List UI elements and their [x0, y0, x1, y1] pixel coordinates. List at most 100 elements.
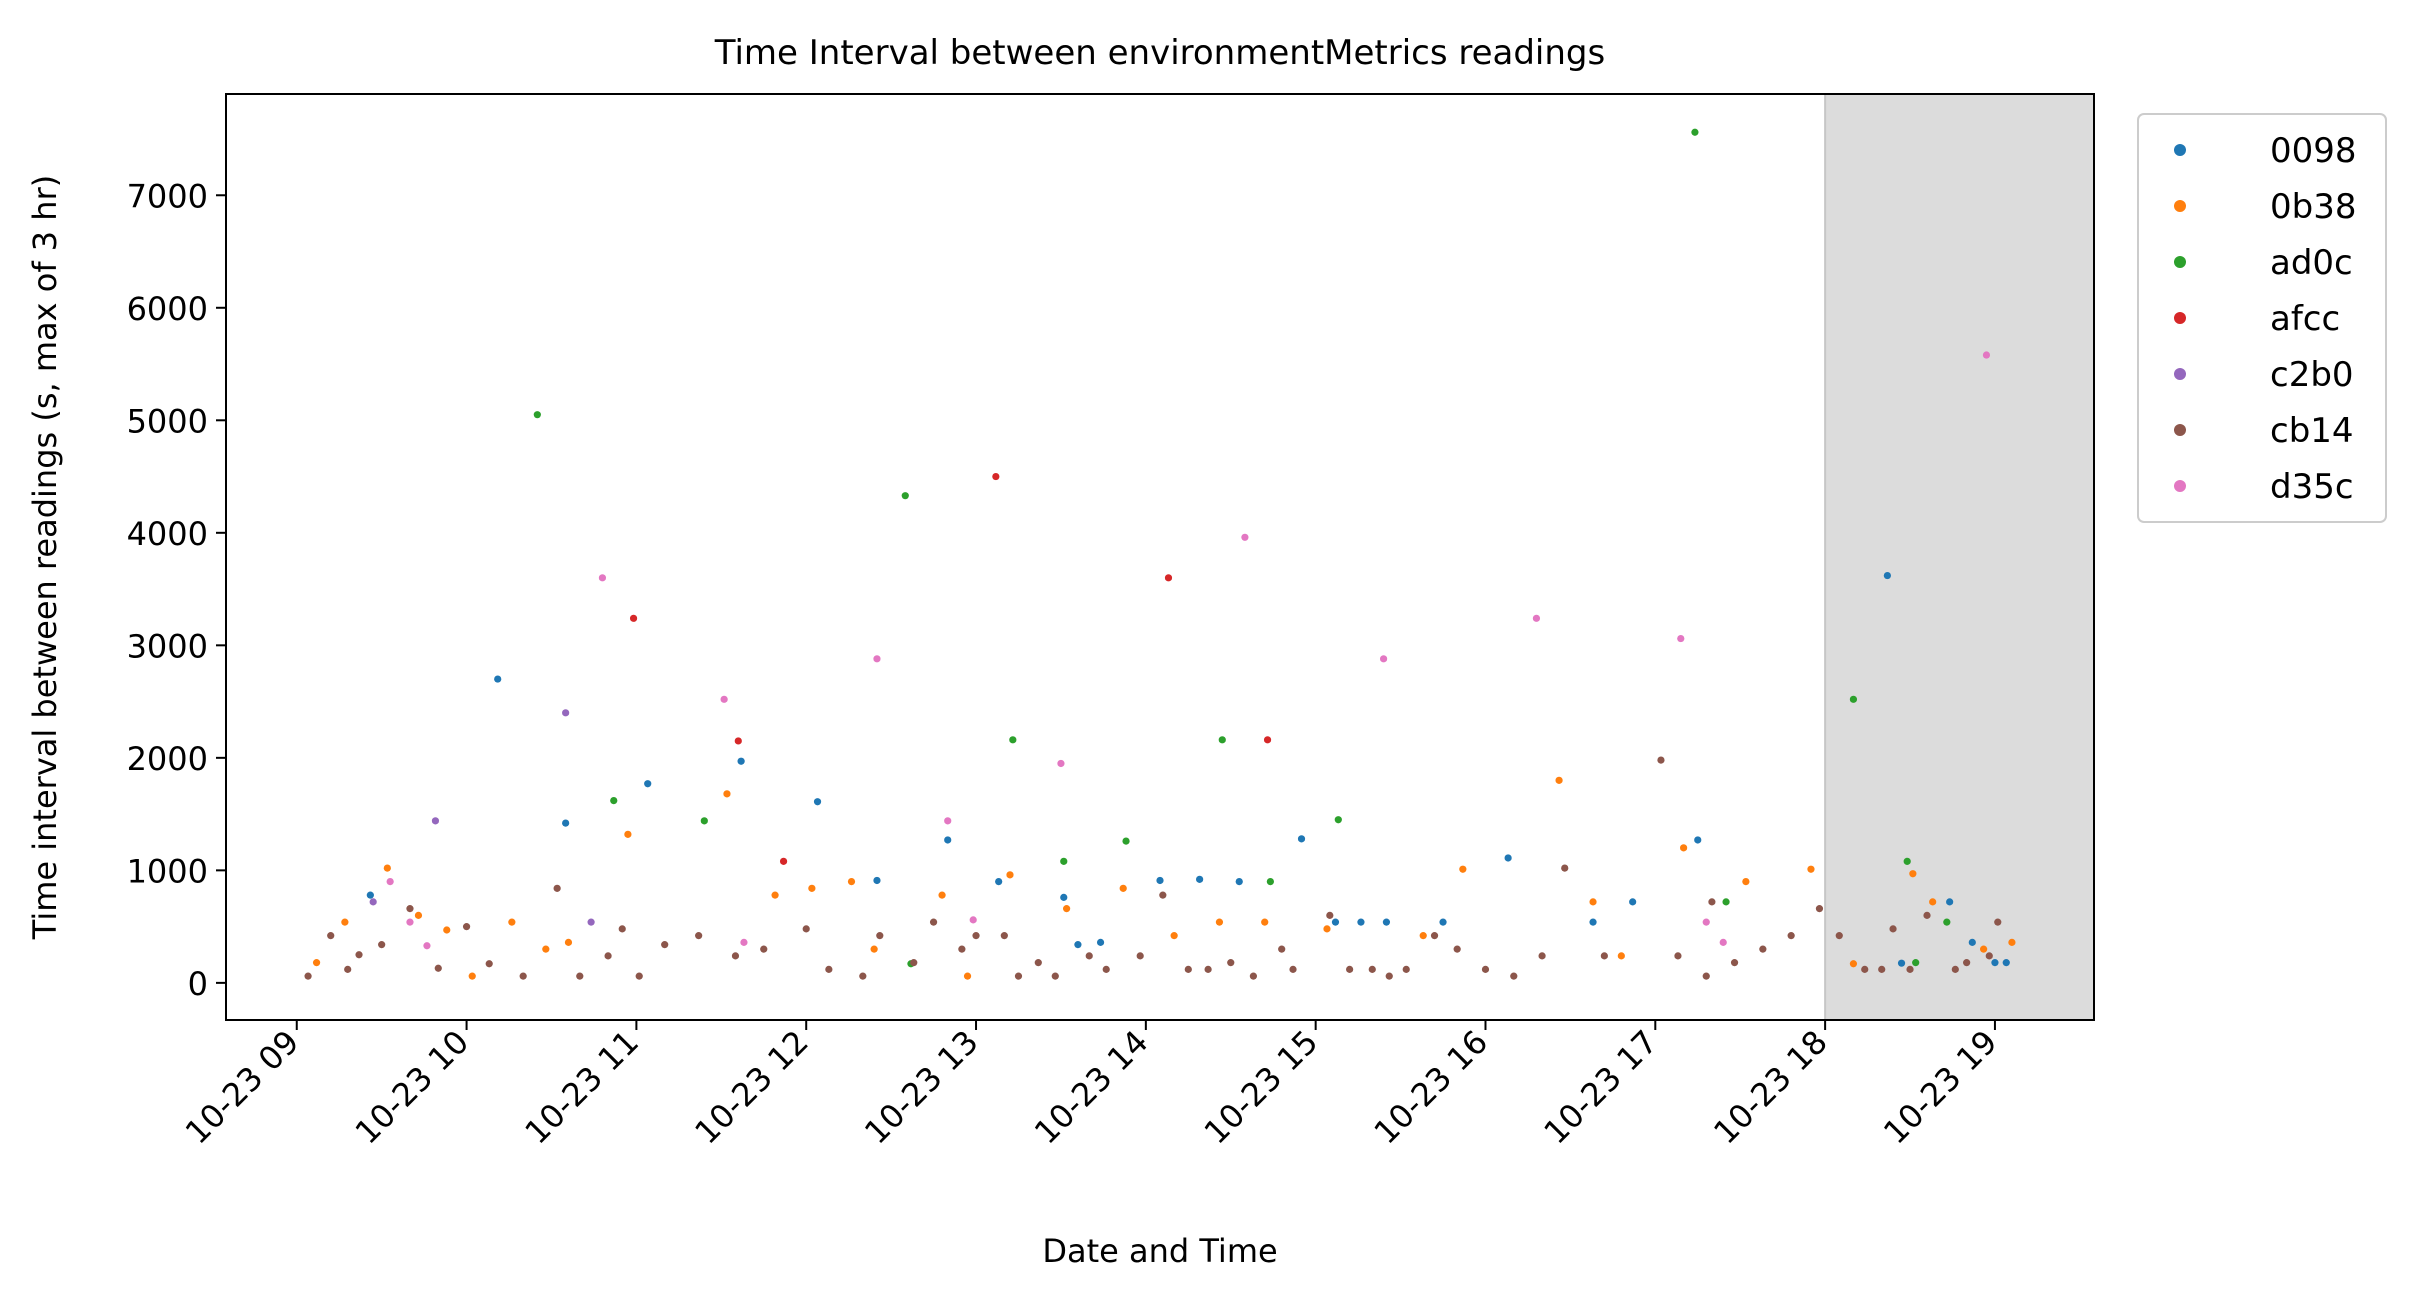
data-point: [553, 884, 561, 892]
data-point: [1204, 965, 1212, 973]
data-point: [1266, 878, 1274, 886]
y-tick-label: 4000: [127, 515, 208, 553]
y-tick-label: 3000: [127, 627, 208, 665]
data-point: [431, 817, 440, 825]
data-point: [386, 878, 394, 886]
data-point: [1051, 972, 1059, 980]
legend-label: d35c: [2270, 467, 2354, 507]
legend-box: [2137, 113, 2387, 523]
data-point: [695, 932, 703, 940]
data-point: [1968, 938, 1976, 946]
y-tick-label: 6000: [127, 290, 208, 328]
plot-frame: [225, 93, 2095, 1021]
data-point: [576, 972, 584, 980]
data-point: [1227, 959, 1235, 967]
data-point: [1074, 941, 1082, 949]
data-point: [723, 790, 731, 798]
data-point: [1385, 972, 1393, 980]
data-point: [1963, 959, 1971, 967]
data-point: [533, 411, 541, 419]
data-point: [1985, 952, 1993, 960]
data-point: [1702, 972, 1710, 980]
series-0098: [366, 571, 2010, 967]
data-point: [808, 884, 816, 892]
data-point: [406, 905, 414, 913]
data-point: [1034, 959, 1042, 967]
data-point: [1331, 918, 1340, 926]
data-point: [1119, 884, 1127, 892]
data-point: [1674, 952, 1682, 960]
data-point: [771, 891, 779, 899]
data-point: [876, 932, 884, 940]
data-point: [604, 952, 612, 960]
data-point: [734, 737, 742, 745]
data-point: [1929, 898, 1937, 906]
y-tick-label: 0: [188, 965, 208, 1003]
data-point: [1787, 932, 1795, 940]
data-point: [355, 951, 363, 959]
data-point: [1218, 736, 1226, 744]
data-point: [414, 911, 423, 919]
data-point: [944, 836, 952, 844]
legend-marker: [2174, 368, 2186, 380]
data-point: [1159, 891, 1167, 899]
data-point: [1278, 945, 1286, 953]
data-point: [468, 972, 476, 980]
legend-marker: [2174, 144, 2186, 156]
data-point: [1170, 932, 1178, 940]
data-point: [341, 918, 349, 926]
series-c2b0: [369, 709, 595, 926]
data-point: [635, 972, 643, 980]
data-point: [1694, 836, 1702, 844]
data-point: [1835, 932, 1843, 940]
data-point: [938, 891, 946, 899]
data-point: [2002, 959, 2010, 967]
data-point: [1379, 655, 1388, 663]
data-point: [929, 918, 938, 926]
data-point: [1909, 870, 1917, 878]
data-point: [779, 857, 788, 865]
data-point: [1156, 876, 1164, 885]
data-point: [1085, 952, 1093, 960]
legend-marker: [2174, 424, 2186, 436]
data-point: [344, 965, 352, 973]
data-point: [1629, 898, 1637, 906]
data-point: [1759, 945, 1767, 953]
data-point: [1459, 865, 1467, 873]
data-point: [610, 796, 618, 805]
shaded-region: [1825, 94, 2094, 1020]
data-point: [1861, 965, 1869, 973]
data-point: [825, 965, 833, 973]
data-point: [1249, 972, 1257, 980]
data-point: [1430, 932, 1439, 940]
data-point: [644, 780, 652, 788]
data-point: [1057, 759, 1065, 768]
data-point: [1691, 128, 1699, 136]
data-point: [1006, 871, 1014, 879]
data-point: [1849, 695, 1858, 703]
data-point: [1589, 918, 1597, 926]
data-point: [1014, 972, 1023, 980]
data-point: [1346, 965, 1354, 973]
data-point: [462, 923, 471, 931]
data-point: [304, 972, 312, 980]
data-point: [1532, 614, 1541, 622]
data-point: [1982, 351, 1991, 359]
data-point: [1719, 938, 1727, 946]
legend-label: c2b0: [2270, 355, 2354, 395]
data-point: [700, 817, 708, 825]
data-point: [944, 817, 952, 825]
data-point: [1815, 905, 1824, 913]
y-tick-label: 2000: [127, 740, 208, 778]
data-point: [1102, 965, 1110, 973]
data-point: [366, 891, 374, 899]
series-afcc: [629, 472, 1272, 865]
data-point: [1122, 837, 1130, 845]
data-point: [972, 932, 980, 940]
data-point: [618, 925, 626, 933]
data-point: [1136, 952, 1144, 960]
data-point: [1730, 959, 1739, 967]
legend-label: afcc: [2270, 299, 2340, 339]
y-tick-label: 5000: [127, 402, 208, 440]
data-point: [1323, 925, 1331, 933]
